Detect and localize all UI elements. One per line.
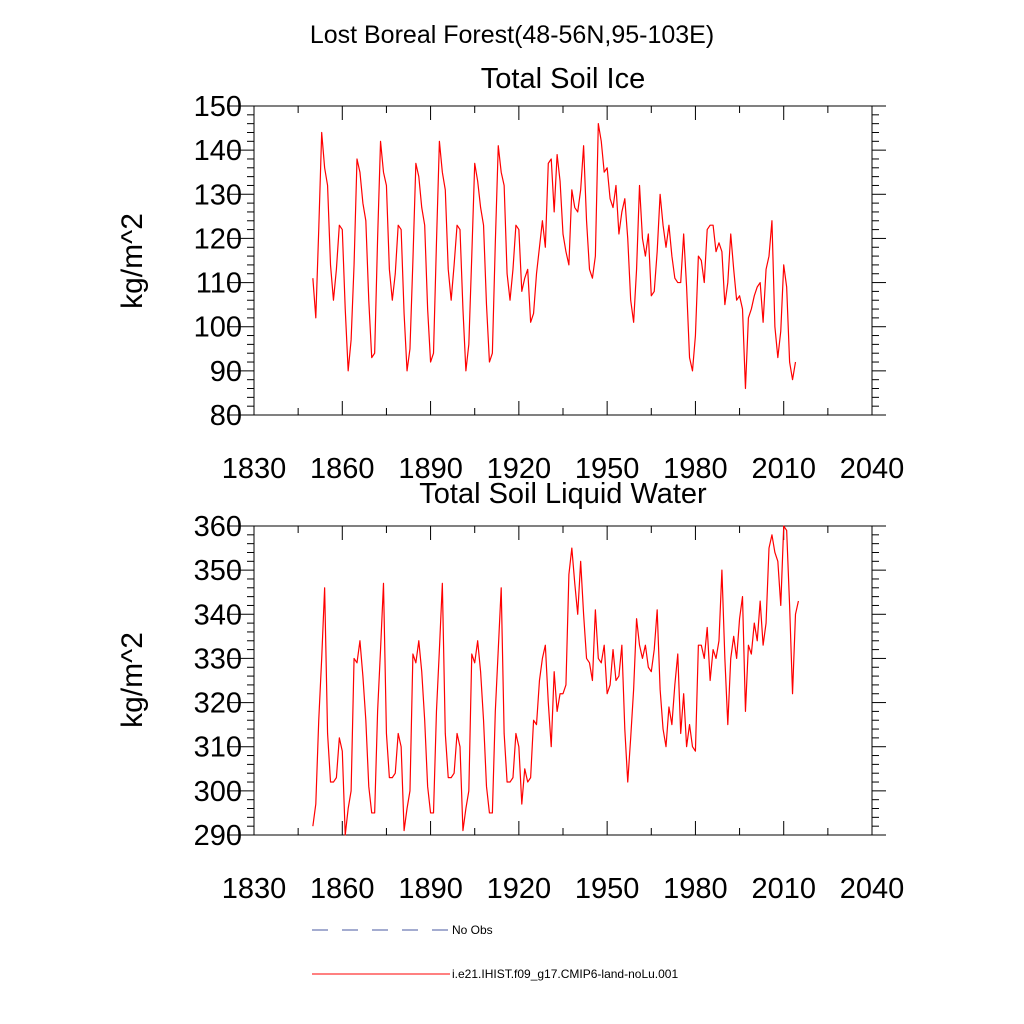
chart-title: Total Soil Liquid Water bbox=[419, 478, 707, 510]
legend-label-model: i.e21.IHIST.f09_g17.CMIP6-land-noLu.001 bbox=[452, 967, 678, 981]
x-tick-label: 1860 bbox=[310, 873, 375, 905]
x-tick-label: 1830 bbox=[222, 453, 287, 485]
y-tick-label: 130 bbox=[194, 179, 242, 211]
x-tick-label: 2040 bbox=[840, 873, 905, 905]
series-line-model bbox=[312, 123, 797, 390]
y-tick-label: 350 bbox=[194, 555, 242, 587]
chart-title: Total Soil Ice bbox=[481, 63, 645, 95]
y-tick-label: 140 bbox=[194, 135, 242, 167]
y-tick-label: 110 bbox=[196, 268, 242, 300]
legend-label-no-obs: No Obs bbox=[452, 923, 493, 937]
x-tick-label: 2010 bbox=[751, 453, 816, 485]
x-tick-label: 2040 bbox=[840, 453, 905, 485]
y-tick-label: 90 bbox=[210, 356, 242, 388]
y-tick-label: 150 bbox=[194, 91, 242, 123]
y-axis-label: kg/m^2 bbox=[116, 213, 149, 309]
chart-panel-total-soil-ice: Total Soil Ice kg/m^2 1830 1860 1890 1920 19… bbox=[116, 63, 904, 485]
x-tick-label: 2010 bbox=[751, 873, 816, 905]
y-tick-label: 360 bbox=[194, 511, 242, 543]
plot-frame bbox=[253, 525, 873, 836]
plot-frame bbox=[253, 105, 873, 416]
y-tick-label: 290 bbox=[194, 820, 242, 852]
y-tick-label: 340 bbox=[194, 599, 242, 631]
x-tick-label: 1860 bbox=[310, 453, 375, 485]
y-tick-label: 100 bbox=[194, 312, 242, 344]
y-tick-label: 310 bbox=[194, 732, 242, 764]
x-tick-label: 1980 bbox=[663, 873, 728, 905]
figure-title: Lost Boreal Forest(48-56N,95-103E) bbox=[310, 21, 714, 49]
chart-panel-total-soil-liquid-water: Total Soil Liquid Water kg/m^2 1830 1860 1… bbox=[116, 478, 904, 905]
y-tick-label: 330 bbox=[194, 643, 242, 675]
y-tick-label: 320 bbox=[194, 688, 242, 720]
x-tick-label: 1890 bbox=[398, 453, 463, 485]
x-tick-label: 1890 bbox=[398, 873, 463, 905]
legend: No Obs i.e21.IHIST.f09_g17.CMIP6-land-no… bbox=[312, 923, 678, 981]
x-tick-label: 1950 bbox=[575, 453, 640, 485]
x-tick-label: 1980 bbox=[663, 453, 728, 485]
series-line-model bbox=[312, 525, 800, 836]
y-tick-label: 80 bbox=[210, 400, 242, 432]
y-axis-label: kg/m^2 bbox=[116, 632, 149, 728]
x-tick-label: 1950 bbox=[575, 873, 640, 905]
y-tick-label: 120 bbox=[194, 223, 242, 255]
x-tick-label: 1830 bbox=[222, 873, 287, 905]
y-tick-label: 300 bbox=[194, 776, 242, 808]
x-tick-label: 1920 bbox=[487, 453, 552, 485]
x-tick-label: 1920 bbox=[487, 873, 552, 905]
